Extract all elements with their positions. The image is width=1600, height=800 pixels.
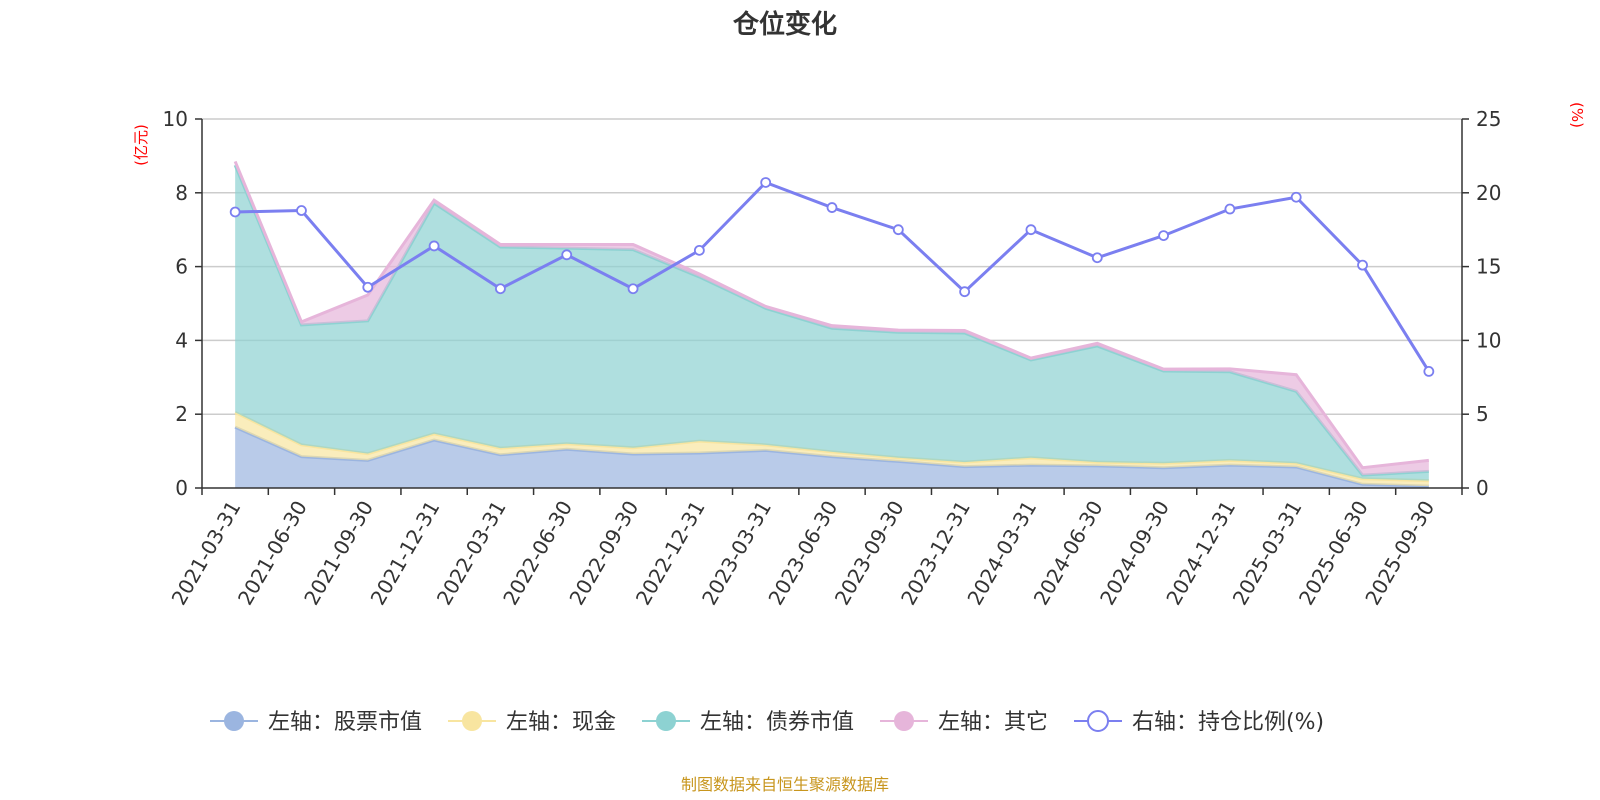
x-tick-label: 2021-09-30 bbox=[299, 497, 378, 610]
x-tick-label: 2025-09-30 bbox=[1360, 497, 1439, 610]
ratio-point bbox=[1158, 230, 1169, 242]
x-tick-label: 2024-09-30 bbox=[1095, 497, 1174, 610]
ratio-point bbox=[1224, 203, 1236, 215]
x-tick-label: 2024-06-30 bbox=[1029, 497, 1108, 610]
x-tick-label: 2023-06-30 bbox=[763, 497, 842, 610]
legend-marker bbox=[224, 711, 244, 731]
ratio-point bbox=[561, 249, 573, 261]
left-tick-label: 4 bbox=[175, 328, 188, 352]
x-tick-label: 2023-03-31 bbox=[697, 497, 776, 610]
legend-marker bbox=[462, 711, 482, 731]
stacked-areas bbox=[233, 160, 1430, 488]
area-edge-左轴：其它 bbox=[233, 160, 1430, 470]
ratio-point bbox=[1357, 259, 1368, 271]
right-tick-label: 5 bbox=[1476, 402, 1489, 426]
legend-marker bbox=[656, 711, 676, 731]
x-tick-label: 2021-03-31 bbox=[167, 497, 246, 610]
x-tick-label: 2021-06-30 bbox=[233, 497, 312, 610]
ratio-point bbox=[1423, 365, 1435, 377]
ratio-point bbox=[362, 281, 374, 293]
legend-label: 左轴：其它 bbox=[938, 710, 1048, 735]
x-tick-label: 2022-12-31 bbox=[631, 497, 710, 610]
right-tick-label: 0 bbox=[1476, 476, 1489, 500]
legend: 左轴：股票市值 左轴：现金 左轴：债券市值 左轴：其它 右轴：持仓比例(%) bbox=[210, 710, 1324, 735]
x-tick-label: 2023-12-31 bbox=[896, 497, 975, 610]
x-tick-label: 2022-03-31 bbox=[432, 496, 511, 609]
legend-item: 左轴：股票市值 bbox=[210, 710, 422, 735]
ratio-point bbox=[1025, 224, 1037, 236]
legend-label: 左轴：债券市值 bbox=[700, 710, 854, 735]
right-tick-label: 10 bbox=[1476, 328, 1501, 352]
x-tick-label: 2022-09-30 bbox=[564, 497, 643, 610]
left-tick-label: 6 bbox=[175, 255, 188, 279]
legend-label: 右轴：持仓比例(%) bbox=[1132, 710, 1324, 735]
x-tick-label: 2021-12-31 bbox=[366, 496, 445, 609]
position-ratio-line bbox=[229, 177, 1435, 377]
ratio-point bbox=[1290, 191, 1302, 203]
ratio-point bbox=[296, 205, 307, 216]
legend-item: 左轴：现金 bbox=[448, 710, 616, 735]
ratio-point bbox=[428, 240, 440, 252]
x-tick-label: 2024-12-31 bbox=[1161, 497, 1240, 610]
right-axis-unit: (%) bbox=[1568, 102, 1586, 128]
left-tick-label: 8 bbox=[175, 181, 188, 205]
right-tick-label: 15 bbox=[1476, 255, 1501, 279]
legend-marker bbox=[894, 711, 914, 731]
ratio-point bbox=[760, 177, 772, 188]
ratio-point bbox=[495, 283, 506, 295]
data-source-note: 制图数据来自恒生聚源数据库 bbox=[681, 775, 889, 794]
legend-label: 左轴：股票市值 bbox=[268, 710, 422, 735]
right-tick-label: 20 bbox=[1476, 181, 1501, 205]
legend-marker bbox=[1087, 710, 1109, 732]
x-tick-label: 2023-09-30 bbox=[830, 497, 909, 610]
x-tick-label: 2025-03-31 bbox=[1228, 497, 1307, 610]
chart-title: 仓位变化 bbox=[732, 9, 837, 40]
area-左轴：债券市值 bbox=[235, 165, 1429, 481]
ratio-point bbox=[693, 244, 705, 256]
ratio-point bbox=[959, 286, 971, 298]
legend-item: 右轴：持仓比例(%) bbox=[1074, 710, 1324, 735]
ratio-point bbox=[1091, 252, 1103, 264]
x-tick-label: 2024-03-31 bbox=[962, 497, 1041, 610]
left-tick-label: 0 bbox=[175, 476, 188, 500]
ratio-point bbox=[627, 283, 639, 295]
x-tick-label: 2022-06-30 bbox=[498, 497, 577, 610]
legend-item: 左轴：债券市值 bbox=[642, 710, 854, 735]
legend-item: 左轴：其它 bbox=[880, 710, 1048, 735]
left-tick-label: 2 bbox=[175, 402, 188, 426]
left-tick-label: 10 bbox=[163, 107, 188, 131]
left-axis-unit: (亿元) bbox=[132, 124, 150, 166]
ratio-point bbox=[229, 206, 241, 218]
right-tick-label: 25 bbox=[1476, 107, 1501, 131]
ratio-point bbox=[892, 224, 904, 236]
x-tick-label: 2025-06-30 bbox=[1294, 497, 1373, 610]
ratio-point bbox=[826, 202, 838, 213]
legend-label: 左轴：现金 bbox=[506, 710, 616, 735]
